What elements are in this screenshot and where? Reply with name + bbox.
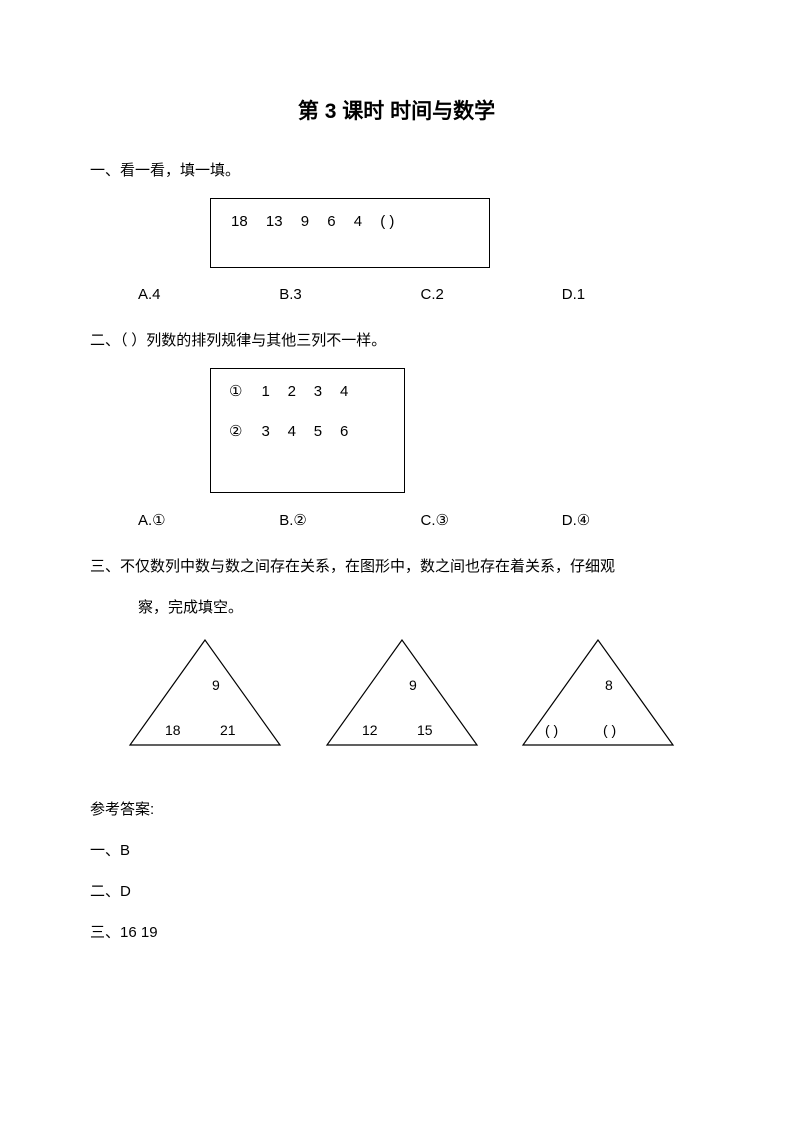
option-a: A.① <box>138 511 279 529</box>
triangle-left-value: 18 <box>165 722 181 738</box>
triangle-left-blank: ( ) <box>545 722 558 738</box>
triangle-left-value: 12 <box>362 722 378 738</box>
answers-title: 参考答案: <box>90 790 703 829</box>
q2-options: A.① B.② C.③ D.④ <box>138 511 703 529</box>
triangles-container: 9 18 21 9 12 15 8 ( ) ( ) <box>120 635 683 750</box>
triangle-right-value: 15 <box>417 722 433 738</box>
triangle-right-blank: ( ) <box>603 722 616 738</box>
row-marker: ② <box>229 423 242 440</box>
sequence-box: 18 13 9 6 4 ( ) <box>210 198 490 268</box>
pattern-num: 4 <box>281 423 303 441</box>
triangle-top-value: 9 <box>409 677 417 693</box>
option-b: B.3 <box>279 286 420 303</box>
pattern-num: 4 <box>333 383 355 401</box>
seq-item: 18 <box>231 213 248 230</box>
option-c: C.2 <box>421 286 562 303</box>
triangle-shape <box>130 640 280 745</box>
option-d: D.1 <box>562 286 703 303</box>
pattern-num: 6 <box>333 423 355 441</box>
pattern-row-1: ① 1 2 3 4 <box>229 383 386 401</box>
q1-options: A.4 B.3 C.2 D.1 <box>138 286 703 303</box>
page-title: 第 3 课时 时间与数学 <box>90 95 703 125</box>
row-marker: ① <box>229 383 242 400</box>
triangle-1: 9 18 21 <box>120 635 290 750</box>
question-2-label: 二、（ ）列数的排列规律与其他三列不一样。 <box>90 325 703 358</box>
pattern-num: 3 <box>307 383 329 401</box>
answer-3: 三、16 19 <box>90 913 703 952</box>
question-1-label: 一、看一看，填一填。 <box>90 155 703 188</box>
sequence-row: 18 13 9 6 4 ( ) <box>231 213 469 230</box>
option-d: D.④ <box>562 511 703 529</box>
triangle-3: 8 ( ) ( ) <box>513 635 683 750</box>
question-3-label-line2: 察，完成填空。 <box>138 592 703 625</box>
triangle-top-value: 8 <box>605 677 613 693</box>
question-3-label-line1: 三、不仅数列中数与数之间存在关系，在图形中，数之间也存在着关系，仔细观 <box>90 551 703 584</box>
seq-item: 6 <box>327 213 335 230</box>
option-c: C.③ <box>421 511 562 529</box>
triangle-top-value: 9 <box>212 677 220 693</box>
pattern-num: 2 <box>281 383 303 401</box>
pattern-num: 1 <box>255 383 277 401</box>
pattern-box: ① 1 2 3 4 ② 3 4 5 6 <box>210 368 405 493</box>
seq-item: 4 <box>354 213 362 230</box>
seq-item: 9 <box>301 213 309 230</box>
pattern-num: 3 <box>255 423 277 441</box>
triangle-right-value: 21 <box>220 722 236 738</box>
answers-section: 参考答案: 一、B 二、D 三、16 19 <box>90 790 703 952</box>
seq-item: 13 <box>266 213 283 230</box>
answer-1: 一、B <box>90 831 703 870</box>
triangle-shape <box>327 640 477 745</box>
option-b: B.② <box>279 511 420 529</box>
answer-2: 二、D <box>90 872 703 911</box>
triangle-2: 9 12 15 <box>317 635 487 750</box>
pattern-row-2: ② 3 4 5 6 <box>229 423 386 441</box>
pattern-num: 5 <box>307 423 329 441</box>
option-a: A.4 <box>138 286 279 303</box>
seq-blank: ( ) <box>380 213 394 230</box>
